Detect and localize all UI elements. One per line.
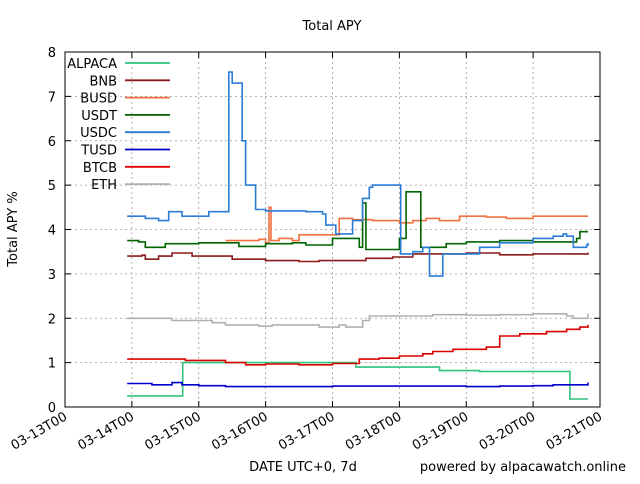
legend-label-usdt: USDT xyxy=(81,109,117,124)
legend-label-btcb: BTCB xyxy=(83,161,117,176)
grid-lines xyxy=(65,52,600,407)
x-axis-label: DATE UTC+0, 7d xyxy=(249,460,357,475)
y-tick-label: 8 xyxy=(48,46,56,61)
series-line-btcb xyxy=(127,324,589,366)
legend-label-eth: ETH xyxy=(91,178,117,193)
legend-label-tusd: TUSD xyxy=(80,144,117,159)
y-tick-label: 2 xyxy=(48,312,56,327)
series-line-eth xyxy=(127,313,589,328)
chart-title: Total APY xyxy=(302,19,362,34)
credit-text: powered by alpacawatch.online xyxy=(420,460,626,475)
y-tick-label: 1 xyxy=(48,357,56,372)
legend-label-alpaca: ALPACA xyxy=(67,57,117,72)
series-line-usdc xyxy=(127,71,589,277)
y-tick-label: 7 xyxy=(48,90,56,105)
series-lines xyxy=(127,71,589,400)
legend-label-usdc: USDC xyxy=(80,126,117,141)
y-tick-label: 3 xyxy=(48,268,56,283)
legend-label-busd: BUSD xyxy=(80,92,117,107)
series-line-tusd xyxy=(127,381,589,388)
series-line-alpaca xyxy=(127,361,588,400)
series-line-usdt xyxy=(127,191,588,251)
y-tick-label: 4 xyxy=(48,224,56,239)
y-axis-label: Total APY % xyxy=(6,191,21,267)
series-line-bnb xyxy=(127,252,589,263)
y-tick-label: 5 xyxy=(48,179,56,194)
y-tick-label: 6 xyxy=(48,135,56,150)
y-tick-label: 0 xyxy=(48,401,56,416)
legend-label-bnb: BNB xyxy=(89,74,117,89)
legend: ALPACA BNB BUSD USDT USDC TUSD BTCB ETH xyxy=(67,57,170,193)
